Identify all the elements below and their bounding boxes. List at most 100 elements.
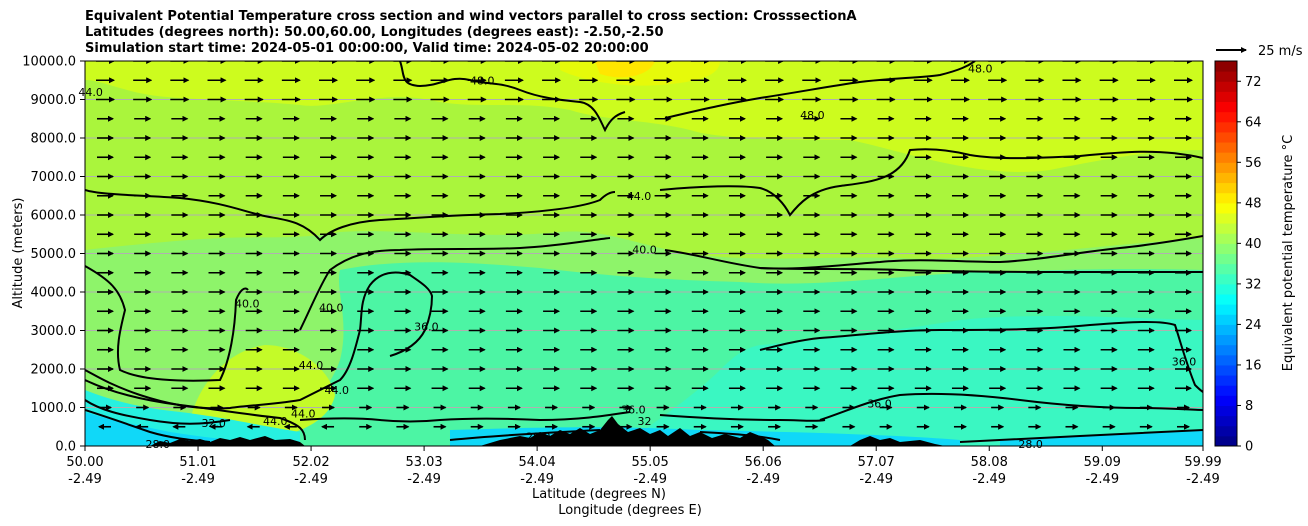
- chart-title-line-1: Equivalent Potential Temperature cross s…: [85, 9, 857, 24]
- contour-label: 36.0: [414, 321, 439, 334]
- colorbar-level: [1215, 202, 1237, 214]
- contour-label: 48.0: [968, 63, 993, 76]
- colorbar-level: [1215, 243, 1237, 254]
- colorbar-level: [1215, 385, 1237, 396]
- colorbar-level: [1215, 142, 1237, 153]
- contour-label: 44.0: [263, 415, 288, 428]
- chart-title-line-2: Latitudes (degrees north): 50.00,60.00, …: [85, 25, 664, 40]
- terrain-profile: [150, 416, 945, 446]
- colorbar-level: [1215, 344, 1237, 356]
- x-tick-label-lon: -2.49: [520, 472, 554, 487]
- x-tick-label-lon: -2.49: [68, 472, 102, 487]
- contour-label: 48.0: [470, 74, 495, 87]
- quiver-key: 25 m/s: [1216, 44, 1303, 59]
- contour-label: 32.0: [201, 417, 226, 430]
- colorbar-level: [1215, 294, 1237, 305]
- colorbar-level: [1215, 405, 1237, 417]
- y-tick-label: 1000.0: [31, 401, 77, 416]
- contour-label: 40.0: [235, 298, 260, 311]
- x-tick-label-lat: 55.05: [632, 455, 669, 470]
- contour-label: 44.0: [78, 86, 103, 99]
- x-tick-label-lat: 56.06: [745, 455, 782, 470]
- contour-40b-line: [759, 235, 1203, 270]
- x-tick-label-lat: 58.08: [971, 455, 1008, 470]
- x-tick-label-lon: -2.49: [294, 472, 328, 487]
- x-tick-label-lat: 59.99: [1184, 455, 1221, 470]
- contour-label: 28.0: [145, 438, 170, 451]
- colorbar-frame: [1214, 60, 1238, 447]
- contour-label: 36.0: [867, 398, 892, 411]
- colorbar-level: [1215, 375, 1237, 386]
- colorbar-level: [1215, 435, 1237, 447]
- contour-40-line: [85, 237, 1203, 382]
- colorbar-level: [1215, 81, 1237, 92]
- colorbar-tick-label: 8: [1245, 399, 1253, 414]
- x-axis-label-latitude: Latitude (degrees N): [532, 487, 666, 502]
- contour-labels: 48.048.048.044.044.040.040.0 40.036.044.0…: [78, 63, 1196, 451]
- colorbar-level: [1215, 425, 1237, 437]
- contour-36c-line: [299, 411, 826, 423]
- x-tick-label-lon: -2.49: [407, 472, 441, 487]
- x-tick-label-lon: -2.49: [859, 472, 893, 487]
- contour-48-line: [399, 61, 976, 133]
- colorbar-level: [1215, 253, 1237, 265]
- colorbar-level: [1215, 91, 1237, 103]
- contour-lines: [85, 61, 1203, 443]
- colorbar-level: [1215, 304, 1237, 315]
- colorbar-tick-label: 40: [1245, 237, 1262, 252]
- y-tick-label: 2000.0: [31, 363, 77, 378]
- colorbar-level: [1215, 364, 1237, 376]
- colorbar: [1214, 60, 1238, 447]
- x-axis-label-longitude: Longitude (degrees E): [558, 503, 702, 518]
- colorbar-level: [1215, 61, 1237, 72]
- y-tick-label: 5000.0: [31, 247, 77, 262]
- x-tick-label-lat: 51.01: [179, 455, 216, 470]
- wind-vectors: [96, 61, 1193, 430]
- y-tick-label: 10000.0: [22, 55, 76, 70]
- colorbar-level: [1215, 162, 1237, 173]
- contour-label: 48.0: [800, 109, 825, 122]
- colorbar-level: [1215, 415, 1237, 427]
- colorbar-tick-label: 48: [1245, 196, 1262, 211]
- colorbar-tick-label: 72: [1245, 75, 1262, 90]
- y-gridlines: [85, 99, 1203, 408]
- colorbar-tick-label: 16: [1245, 358, 1262, 373]
- colorbar-level: [1215, 71, 1237, 82]
- colorbar-level: [1215, 111, 1237, 123]
- colorbar-ticks: 0 8 16 24 32 40 48 56 64 72: [1237, 75, 1262, 455]
- x-tick-label-lon: -2.49: [972, 472, 1006, 487]
- x-tick-label-lat: 54.04: [519, 455, 556, 470]
- colorbar-level: [1215, 131, 1237, 143]
- contour-label: 28.0: [1018, 438, 1043, 451]
- theta-e-band-48: [85, 61, 1203, 173]
- colorbar-tick-label: 24: [1245, 318, 1262, 333]
- y-tick-label: 6000.0: [31, 209, 77, 224]
- colorbar-level: [1215, 192, 1237, 204]
- colorbar-level: [1215, 314, 1237, 325]
- colorbar-level: [1215, 273, 1237, 285]
- colorbar-level: [1215, 121, 1237, 133]
- contour-label: 36.0: [621, 403, 646, 416]
- colorbar-level: [1215, 283, 1237, 295]
- y-axis: 0.0 1000.0 2000.0 3000.0 4000.0 5000.0 6000.0 7…: [22, 55, 85, 455]
- contour-label: 40.0: [319, 301, 344, 314]
- colorbar-level: [1215, 263, 1237, 275]
- colorbar-level: [1215, 395, 1237, 406]
- x-axis: 50.00 -2.49 51.01 -2.49 52.02 -2.49 53.03 -2.49…: [66, 446, 1222, 487]
- colorbar-level: [1215, 212, 1237, 224]
- contour-label: 40.0: [632, 244, 657, 257]
- contour-label: 36.0: [1172, 355, 1197, 368]
- y-tick-label: 4000.0: [31, 286, 77, 301]
- colorbar-tick-label: 0: [1245, 440, 1253, 455]
- contour-label: 44.0: [291, 407, 316, 420]
- colorbar-level: [1215, 172, 1237, 184]
- chart-title-line-3: Simulation start time: 2024-05-01 00:00:…: [85, 41, 649, 56]
- colorbar-level: [1215, 324, 1237, 336]
- x-tick-label-lon: -2.49: [633, 472, 667, 487]
- x-tick-label-lon: -2.49: [181, 472, 215, 487]
- contour-label: 44.0: [325, 384, 350, 397]
- colorbar-label: Equivalent potential temperature °C: [1281, 135, 1296, 371]
- x-tick-label-lon: -2.49: [746, 472, 780, 487]
- colorbar-level: [1215, 233, 1237, 244]
